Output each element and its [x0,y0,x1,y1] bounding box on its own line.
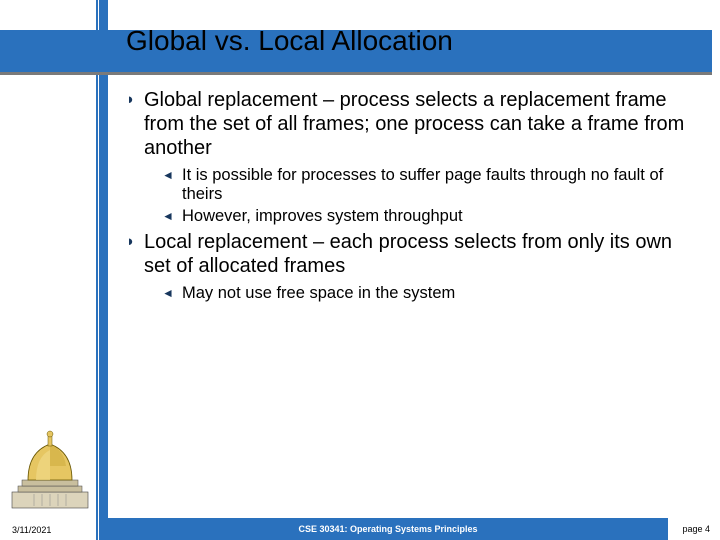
footer-date: 3/11/2021 [0,518,108,540]
bullet-icon: ◄ [162,166,182,205]
vertical-separator-thin [96,0,98,540]
bullet-level1: ◗ Global replacement – process selects a… [126,88,696,160]
bullet-icon: ◗ [126,230,144,278]
left-column [0,0,108,540]
bullet-text: It is possible for processes to suffer p… [182,166,696,205]
main-column: Global vs. Local Allocation ◗ Global rep… [108,0,720,540]
bullet-icon: ◄ [162,284,182,303]
dome-logo [6,420,94,516]
slide-content: ◗ Global replacement – process selects a… [126,88,696,306]
footer-bar: CSE 30341: Operating Systems Principles [108,518,668,540]
slide-title: Global vs. Local Allocation [126,25,453,57]
vertical-separator-thick [99,0,108,540]
bullet-level1: ◗ Local replacement – each process selec… [126,230,696,278]
bullet-icon: ◗ [126,88,144,160]
bullet-text: However, improves system throughput [182,207,696,226]
bullet-text: Global replacement – process selects a r… [144,88,696,160]
footer: 3/11/2021 CSE 30341: Operating Systems P… [0,518,720,540]
slide: Global vs. Local Allocation ◗ Global rep… [0,0,720,540]
title-separator [0,72,712,75]
bullet-text: Local replacement – each process selects… [144,230,696,278]
bullet-level2: ◄ It is possible for processes to suffer… [126,166,696,205]
footer-page: page 4 [668,518,720,540]
bullet-level2: ◄ May not use free space in the system [126,284,696,303]
footer-course: CSE 30341: Operating Systems Principles [298,524,477,534]
bullet-level2: ◄ However, improves system throughput [126,207,696,226]
bullet-text: May not use free space in the system [182,284,696,303]
bullet-icon: ◄ [162,207,182,226]
